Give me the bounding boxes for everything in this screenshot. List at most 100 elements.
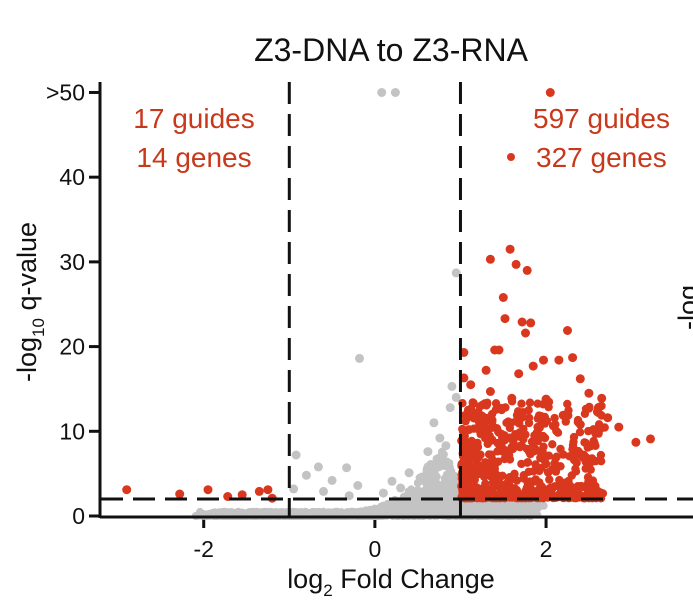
significant-point xyxy=(568,353,578,363)
significant-point xyxy=(551,454,560,463)
significant-point xyxy=(505,244,515,254)
significant-point xyxy=(468,412,477,422)
significant-point xyxy=(603,413,613,423)
non-significant-point xyxy=(441,441,451,451)
non-significant-point xyxy=(383,499,392,508)
significant-point xyxy=(569,432,579,442)
significant-point xyxy=(487,423,496,433)
significant-point xyxy=(491,399,501,408)
non-significant-point xyxy=(428,509,437,518)
non-significant-point xyxy=(319,486,328,496)
significant-point xyxy=(488,417,497,426)
significant-marker-dot xyxy=(507,153,515,161)
significant-point xyxy=(596,450,606,460)
significant-point xyxy=(508,444,518,453)
significant-point xyxy=(524,413,534,423)
significant-point xyxy=(571,464,580,473)
non-significant-point xyxy=(390,88,400,97)
significant-point xyxy=(491,472,501,481)
significant-point xyxy=(500,454,509,464)
non-significant-point xyxy=(524,501,533,509)
significant-point xyxy=(525,481,535,490)
significant-point xyxy=(548,440,557,449)
significant-point xyxy=(263,485,273,495)
significant-point xyxy=(489,462,498,471)
y-tick-label: 10 xyxy=(59,418,85,444)
significant-point xyxy=(631,437,641,447)
significant-point xyxy=(487,450,496,459)
significant-point xyxy=(519,424,528,434)
non-significant-point xyxy=(421,500,430,508)
significant-point xyxy=(585,402,594,412)
significant-point xyxy=(584,388,594,398)
significant-point xyxy=(468,398,478,408)
significant-points xyxy=(122,88,655,503)
significant-point xyxy=(537,450,546,459)
significant-point xyxy=(554,355,564,365)
significant-point xyxy=(540,488,549,497)
significant-point xyxy=(552,426,561,436)
significant-point xyxy=(580,409,590,418)
significant-point xyxy=(522,265,532,275)
non-significant-points xyxy=(289,88,461,501)
non-significant-point xyxy=(432,472,441,481)
significant-point xyxy=(524,406,533,415)
significant-point xyxy=(575,420,585,429)
significant-point xyxy=(491,405,500,414)
significant-point xyxy=(646,434,655,444)
non-significant-point xyxy=(445,459,454,467)
significant-point xyxy=(544,468,553,477)
non-significant-point xyxy=(432,458,441,468)
significant-point xyxy=(528,361,538,371)
x-tick-label: -2 xyxy=(193,536,213,562)
significant-point xyxy=(535,478,544,487)
significant-point xyxy=(516,441,525,451)
non-significant-point xyxy=(313,462,323,472)
significant-point xyxy=(521,328,530,338)
significant-point xyxy=(122,485,132,495)
non-significant-point xyxy=(422,464,431,473)
significant-point xyxy=(533,428,542,438)
significant-point xyxy=(526,318,536,328)
non-significant-point xyxy=(451,392,461,402)
significant-point xyxy=(488,489,497,498)
significant-point xyxy=(485,435,494,445)
significant-point xyxy=(466,380,476,390)
significant-point xyxy=(550,413,559,423)
y-tick-label: 40 xyxy=(59,164,85,190)
significant-point xyxy=(592,425,601,434)
right-genes-count: 327 genes xyxy=(536,142,667,173)
significant-point xyxy=(485,254,495,264)
non-significant-point xyxy=(417,472,427,482)
significant-point xyxy=(504,417,513,426)
significant-point xyxy=(545,475,554,484)
y-tick-label: >50 xyxy=(46,79,85,105)
significant-point xyxy=(485,387,495,396)
significant-point xyxy=(513,407,523,416)
significant-point xyxy=(497,441,506,451)
significant-point xyxy=(525,398,535,407)
significant-point xyxy=(575,428,585,437)
significant-point xyxy=(505,477,514,486)
significant-point xyxy=(565,489,574,498)
non-significant-point xyxy=(478,505,487,514)
non-significant-point xyxy=(451,268,461,278)
y-axis-title: -log10 q-value xyxy=(12,222,48,382)
non-significant-point xyxy=(438,480,448,490)
significant-point xyxy=(175,489,185,499)
significant-point xyxy=(534,411,544,420)
non-significant-point xyxy=(439,502,448,511)
non-significant-point xyxy=(505,503,514,512)
significant-point xyxy=(531,460,540,469)
non-significant-point xyxy=(394,506,403,515)
y-tick-label: 20 xyxy=(59,334,85,360)
chart-title: Z3-DNA to Z3-RNA xyxy=(254,32,528,68)
significant-point xyxy=(500,488,510,498)
significant-point xyxy=(237,490,247,500)
significant-point xyxy=(584,477,593,486)
significant-point xyxy=(481,365,491,375)
non-significant-point xyxy=(435,433,445,443)
significant-point xyxy=(614,422,624,432)
significant-point xyxy=(553,461,562,471)
